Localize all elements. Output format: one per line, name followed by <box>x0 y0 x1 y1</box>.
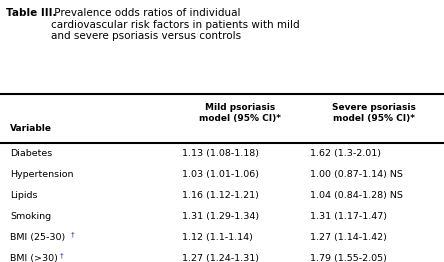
Text: Table III.: Table III. <box>6 8 56 18</box>
Text: Severe psoriasis
model (95% CI)*: Severe psoriasis model (95% CI)* <box>332 103 416 123</box>
Text: BMI (25-30): BMI (25-30) <box>10 233 65 242</box>
Text: 1.31 (1.17-1.47): 1.31 (1.17-1.47) <box>310 212 387 221</box>
Text: 1.31 (1.29-1.34): 1.31 (1.29-1.34) <box>182 212 259 221</box>
Text: 1.12 (1.1-1.14): 1.12 (1.1-1.14) <box>182 233 253 242</box>
Text: Mild psoriasis
model (95% CI)*: Mild psoriasis model (95% CI)* <box>198 103 281 123</box>
Text: Diabetes: Diabetes <box>10 149 52 158</box>
Text: 1.04 (0.84-1.28) NS: 1.04 (0.84-1.28) NS <box>310 191 403 200</box>
Text: Variable: Variable <box>10 124 52 133</box>
Text: Smoking: Smoking <box>10 212 52 221</box>
Text: 1.27 (1.14-1.42): 1.27 (1.14-1.42) <box>310 233 387 242</box>
Text: BMI (>30): BMI (>30) <box>10 254 58 262</box>
Text: †: † <box>71 232 74 238</box>
Text: Hypertension: Hypertension <box>10 170 74 179</box>
Text: 1.16 (1.12-1.21): 1.16 (1.12-1.21) <box>182 191 259 200</box>
Text: †: † <box>60 253 63 259</box>
Text: 1.62 (1.3-2.01): 1.62 (1.3-2.01) <box>310 149 381 158</box>
Text: Lipids: Lipids <box>10 191 38 200</box>
Text: 1.03 (1.01-1.06): 1.03 (1.01-1.06) <box>182 170 259 179</box>
Text: 1.27 (1.24-1.31): 1.27 (1.24-1.31) <box>182 254 259 262</box>
Text: 1.13 (1.08-1.18): 1.13 (1.08-1.18) <box>182 149 259 158</box>
Text: 1.79 (1.55-2.05): 1.79 (1.55-2.05) <box>310 254 387 262</box>
Text: 1.00 (0.87-1.14) NS: 1.00 (0.87-1.14) NS <box>310 170 403 179</box>
Text: Prevalence odds ratios of individual
cardiovascular risk factors in patients wit: Prevalence odds ratios of individual car… <box>51 8 300 41</box>
